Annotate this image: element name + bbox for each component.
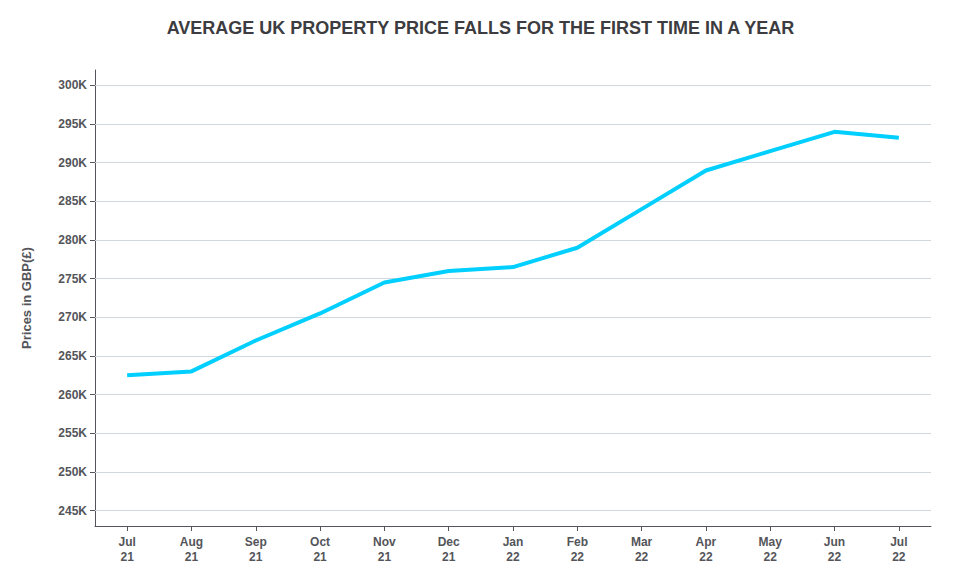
svg-text:22: 22 <box>571 550 585 564</box>
svg-text:275K: 275K <box>58 272 87 286</box>
svg-text:May: May <box>759 535 783 549</box>
svg-text:Aug: Aug <box>180 535 203 549</box>
svg-text:250K: 250K <box>58 465 87 479</box>
svg-text:260K: 260K <box>58 388 87 402</box>
svg-text:245K: 245K <box>58 504 87 518</box>
svg-text:Jul: Jul <box>890 535 907 549</box>
svg-text:Mar: Mar <box>631 535 653 549</box>
svg-text:22: 22 <box>828 550 842 564</box>
svg-text:Prices in GBP(£): Prices in GBP(£) <box>19 247 34 349</box>
svg-text:Oct: Oct <box>310 535 330 549</box>
svg-text:21: 21 <box>249 550 263 564</box>
svg-text:21: 21 <box>185 550 199 564</box>
svg-text:Feb: Feb <box>567 535 588 549</box>
svg-text:22: 22 <box>892 550 906 564</box>
svg-text:Jan: Jan <box>503 535 524 549</box>
svg-text:Nov: Nov <box>373 535 396 549</box>
svg-text:22: 22 <box>506 550 520 564</box>
svg-text:Dec: Dec <box>438 535 460 549</box>
svg-text:21: 21 <box>313 550 327 564</box>
svg-text:22: 22 <box>699 550 713 564</box>
svg-text:22: 22 <box>764 550 778 564</box>
svg-text:295K: 295K <box>58 117 87 131</box>
svg-text:21: 21 <box>120 550 134 564</box>
svg-text:Jul: Jul <box>118 535 135 549</box>
svg-text:300K: 300K <box>58 78 87 92</box>
svg-text:21: 21 <box>442 550 456 564</box>
svg-text:Sep: Sep <box>245 535 267 549</box>
svg-text:290K: 290K <box>58 156 87 170</box>
svg-text:265K: 265K <box>58 349 87 363</box>
svg-text:Apr: Apr <box>696 535 717 549</box>
svg-text:Jun: Jun <box>824 535 845 549</box>
svg-text:270K: 270K <box>58 310 87 324</box>
svg-text:280K: 280K <box>58 233 87 247</box>
svg-text:255K: 255K <box>58 426 87 440</box>
svg-text:AVERAGE UK PROPERTY PRICE FALL: AVERAGE UK PROPERTY PRICE FALLS FOR THE … <box>167 18 795 38</box>
svg-text:21: 21 <box>378 550 392 564</box>
svg-text:285K: 285K <box>58 194 87 208</box>
svg-text:22: 22 <box>635 550 649 564</box>
